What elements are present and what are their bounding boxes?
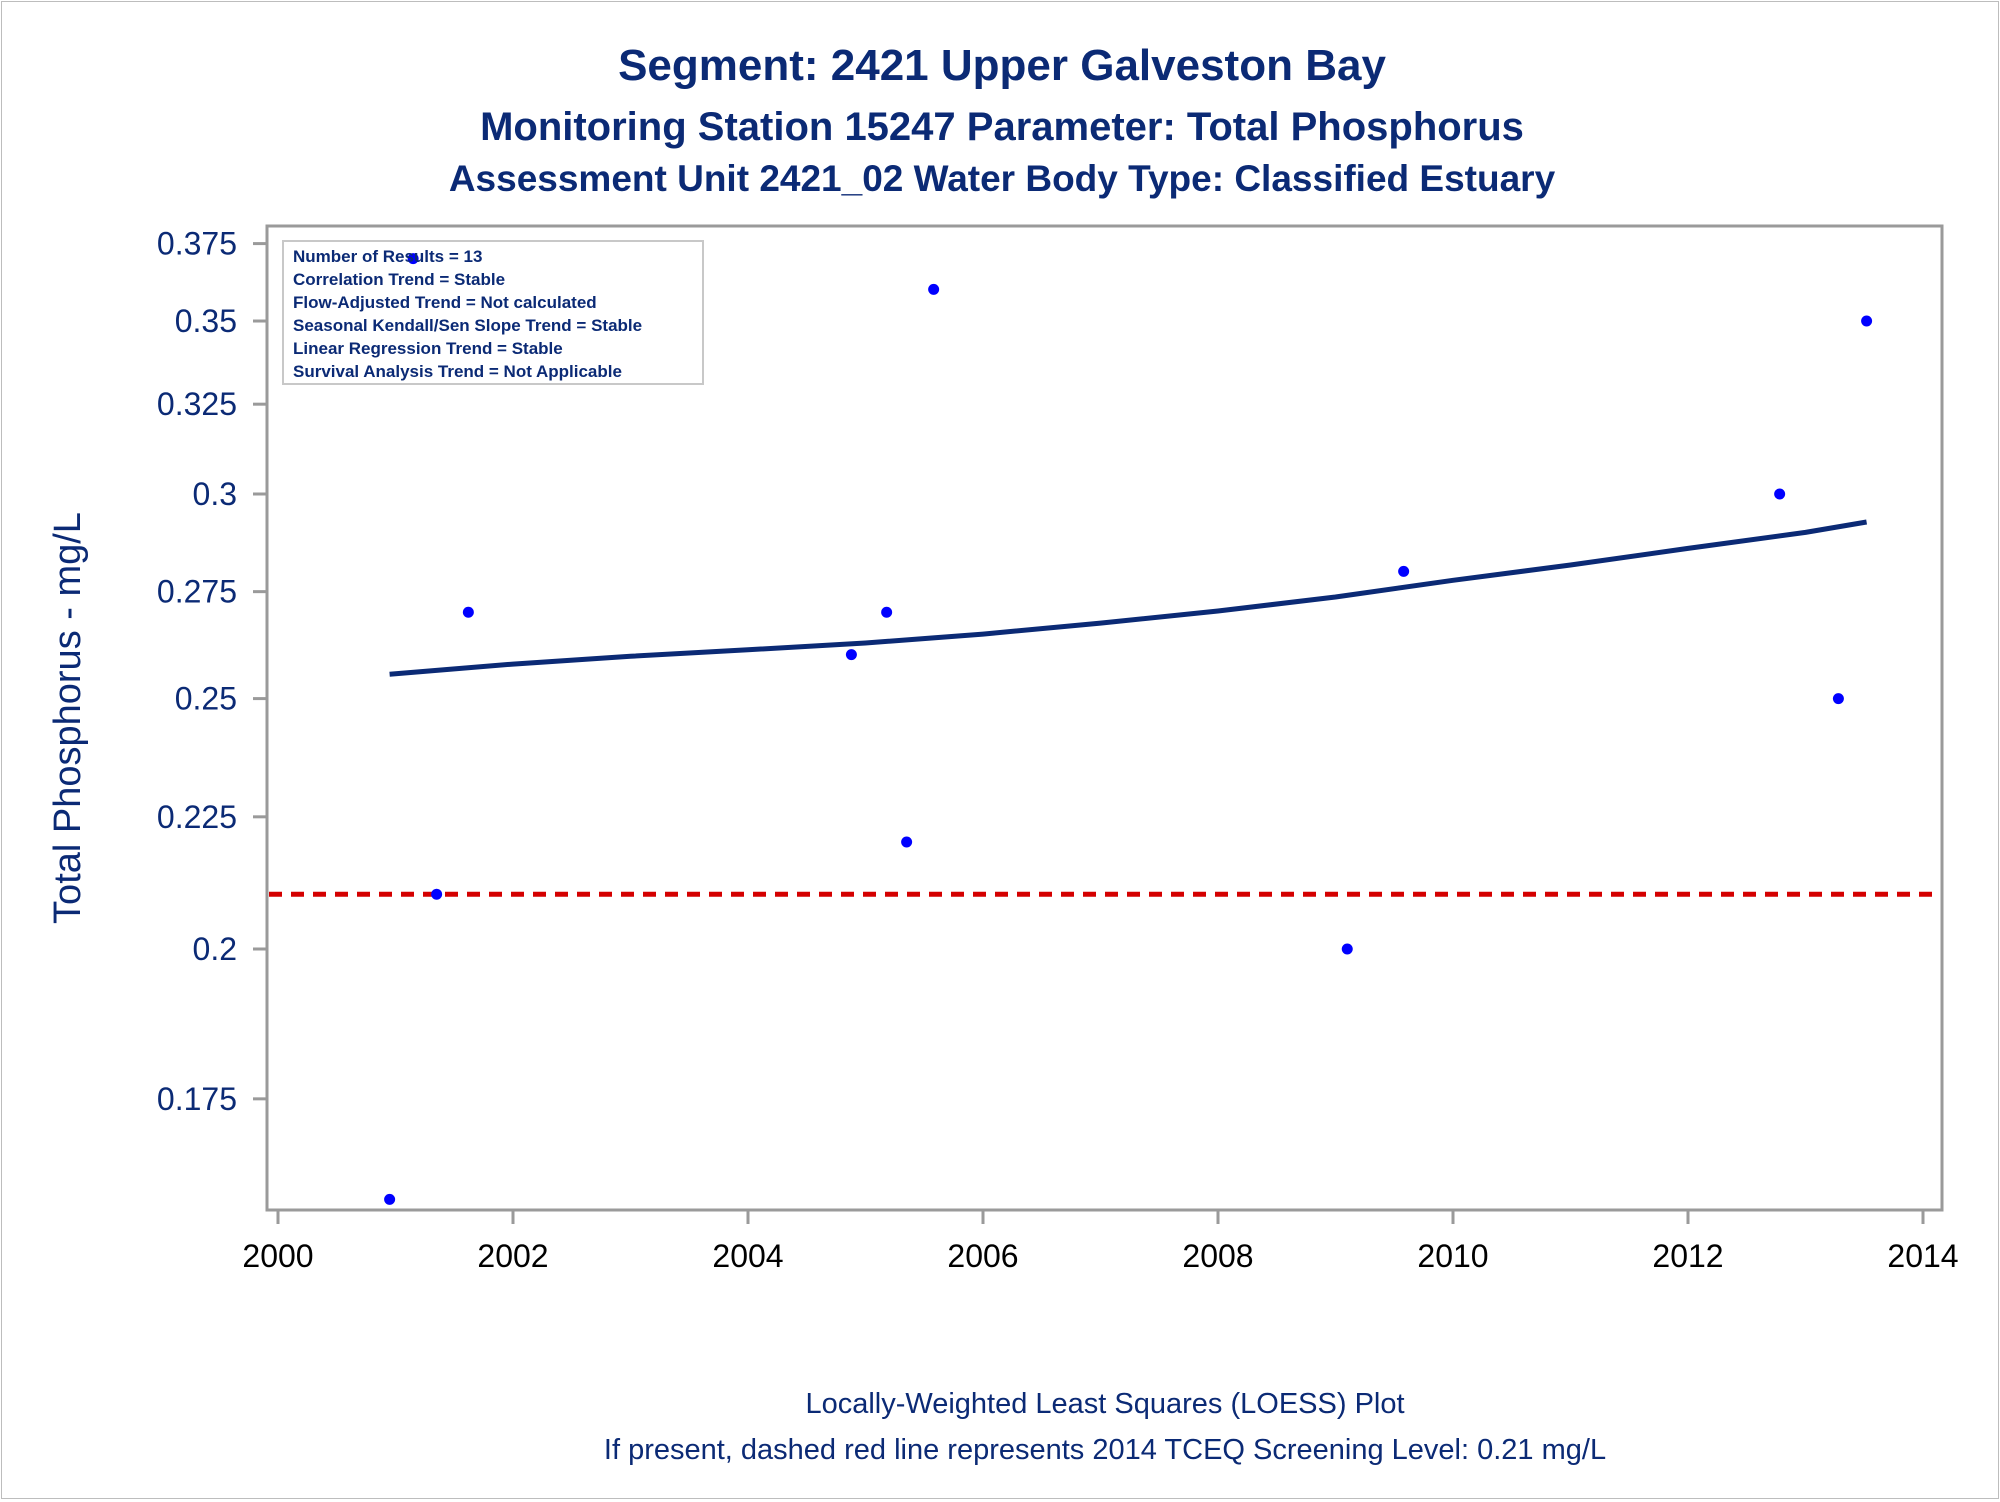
x-axis: 2000 2002 2004 2006 2008 2010 2012 2014	[242, 1210, 1959, 1274]
y-tick-label: 0.225	[157, 799, 237, 835]
data-points	[384, 253, 1873, 1205]
annotation-flow-adjusted-trend: Flow-Adjusted Trend = Not calculated	[293, 293, 597, 312]
x-tick-label: 2002	[477, 1238, 548, 1274]
annotation-linear-regression-trend: Linear Regression Trend = Stable	[293, 339, 563, 358]
chart-subtitle: Monitoring Station 15247 Parameter: Tota…	[480, 105, 1524, 149]
y-tick-label: 0.25	[175, 681, 237, 717]
data-point	[1341, 943, 1353, 955]
footnote-loess: Locally-Weighted Least Squares (LOESS) P…	[805, 1388, 1404, 1420]
data-point	[1774, 488, 1786, 500]
x-tick-label: 2014	[1887, 1238, 1958, 1274]
y-tick-label: 0.175	[157, 1081, 237, 1117]
annotation-survival-analysis-trend: Survival Analysis Trend = Not Applicable	[293, 362, 622, 381]
x-tick-label: 2006	[947, 1238, 1018, 1274]
y-tick-label: 0.325	[157, 386, 237, 422]
x-tick-label: 2010	[1417, 1238, 1488, 1274]
annotation-correlation-trend: Correlation Trend = Stable	[293, 270, 505, 289]
y-axis: 0.175 0.2 0.225 0.25 0.275 0.3 0.325 0.35 0.375	[157, 226, 267, 1117]
annotation-seasonal-kendall-trend: Seasonal Kendall/Sen Slope Trend = Stabl…	[293, 316, 642, 335]
x-tick-label: 2012	[1652, 1238, 1723, 1274]
data-point	[407, 253, 419, 265]
data-point	[928, 283, 940, 295]
loess-line-group	[389, 519, 1868, 677]
data-point	[881, 606, 893, 618]
y-tick-label: 0.275	[157, 574, 237, 610]
y-tick-label: 0.35	[175, 303, 237, 339]
data-point	[901, 836, 913, 848]
chart-title: Segment: 2421 Upper Galveston Bay	[618, 41, 1386, 90]
data-point	[845, 649, 857, 661]
data-point	[1861, 315, 1873, 327]
plot-area	[265, 224, 1944, 1212]
loess-line	[389, 519, 1868, 677]
data-point	[1398, 565, 1410, 577]
data-point	[431, 888, 443, 900]
chart-subtitle-2: Assessment Unit 2421_02 Water Body Type:…	[449, 158, 1556, 199]
trend-info-box	[282, 240, 704, 385]
x-tick-label: 2004	[712, 1238, 783, 1274]
y-tick-label: 0.3	[193, 476, 237, 512]
data-point	[1832, 693, 1844, 705]
y-tick-label: 0.2	[193, 931, 237, 967]
x-tick-label: 2008	[1182, 1238, 1253, 1274]
data-point	[384, 1193, 396, 1205]
annotation-number-of-results: Number of Results = 13	[293, 247, 482, 266]
data-point	[462, 606, 474, 618]
footnote-screening-level: If present, dashed red line represents 2…	[604, 1434, 1606, 1466]
x-tick-label: 2000	[242, 1238, 313, 1274]
y-axis-label: Total Phosphorus - mg/L	[47, 512, 89, 924]
y-tick-label: 0.375	[157, 226, 237, 262]
